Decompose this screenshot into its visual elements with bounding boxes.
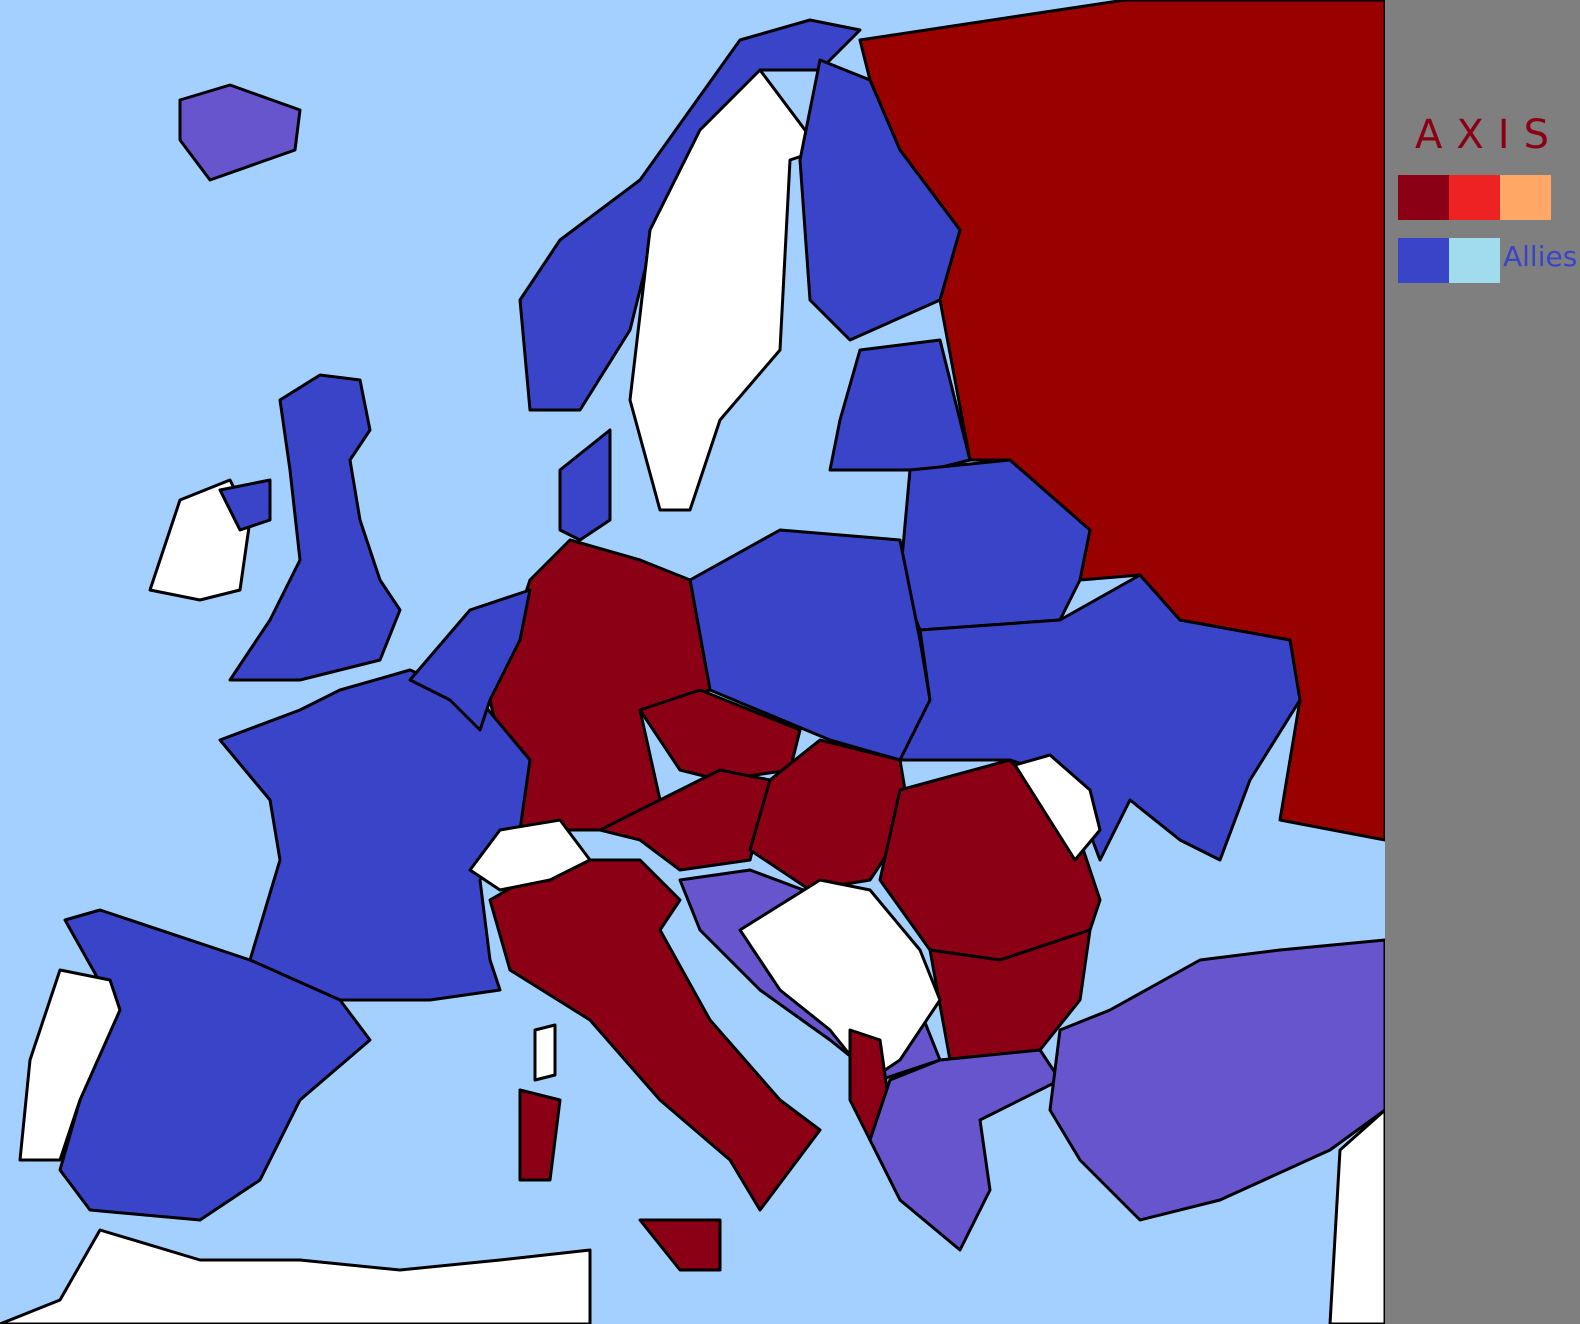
region-denmark: [558, 428, 612, 542]
legend-allies-swatch-1: [1398, 238, 1449, 283]
region-sardinia: [518, 1088, 562, 1182]
region-moldova: [1013, 753, 1102, 862]
region-northern-ireland: [218, 478, 272, 532]
region-france: [218, 668, 532, 1002]
region-finland: [798, 58, 962, 342]
legend-panel: AXIS Allies: [1385, 0, 1580, 1324]
region-north-africa: [0, 1228, 592, 1324]
legend-axis-swatch-1: [1398, 175, 1449, 220]
region-sweden: [628, 68, 822, 512]
region-uk: [228, 373, 402, 682]
region-sicily: [638, 1218, 722, 1272]
region-turkey: [1048, 938, 1385, 1222]
region-benelux: [408, 588, 532, 732]
region-bosnia-serbia: [738, 878, 942, 1082]
region-iceland: [178, 83, 302, 182]
region-portugal: [18, 968, 122, 1162]
legend-axis-swatch-2: [1449, 175, 1500, 220]
region-italy: [488, 858, 822, 1212]
legend-axis-swatch-3: [1500, 175, 1551, 220]
region-ukraine: [898, 573, 1302, 862]
europe-map: [0, 0, 1385, 1324]
legend-axis-label: AXIS: [1415, 112, 1563, 158]
region-corsica: [533, 1023, 557, 1082]
region-switzerland: [468, 818, 592, 892]
region-greece: [868, 1048, 1062, 1252]
legend-allies-label: Allies: [1503, 240, 1578, 273]
legend-allies-swatch-2: [1449, 238, 1500, 283]
region-middle-east: [1328, 1108, 1385, 1324]
